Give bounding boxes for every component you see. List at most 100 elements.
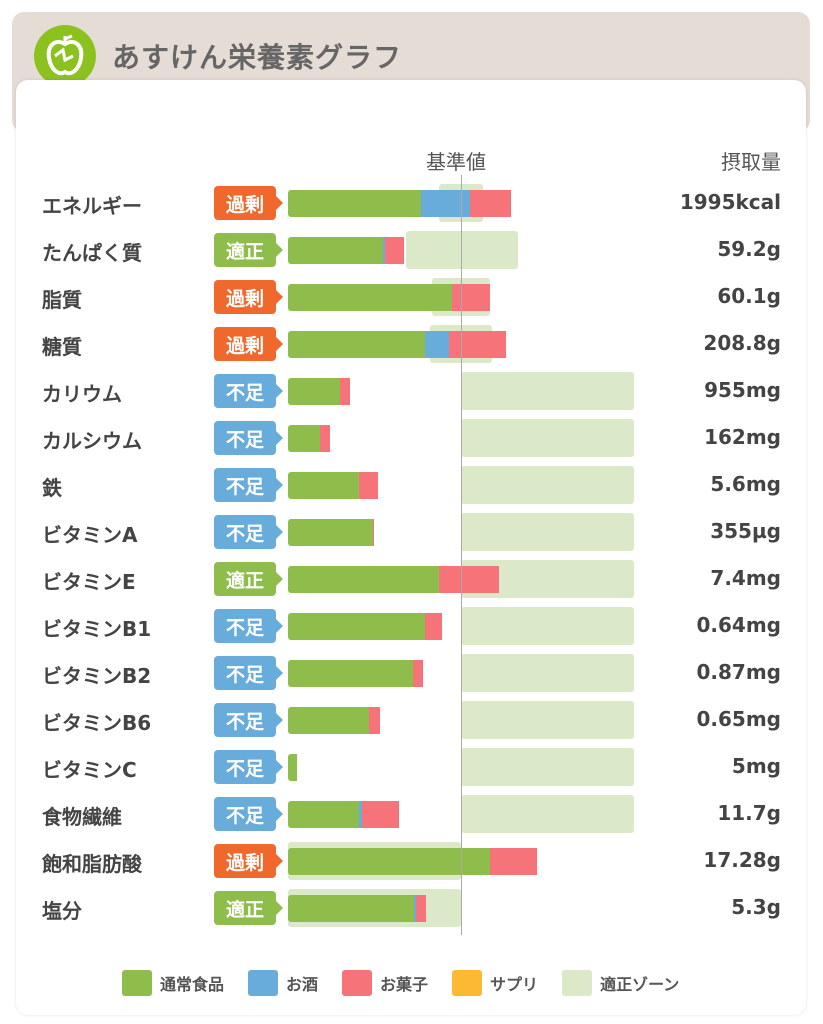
legend-label: サプリ (490, 975, 539, 994)
reference-header: 基準値 (426, 150, 486, 174)
legend-label: お酒 (286, 975, 319, 994)
intake-value: 355µg (710, 519, 781, 543)
nutrient-row[interactable]: ビタミンB2 不足 0.87mg (0, 650, 823, 697)
nutrient-row[interactable]: ビタミンA 不足 355µg (0, 509, 823, 556)
nutrient-row[interactable]: 脂質 過剰 60.1g (0, 274, 823, 321)
status-badge: 不足 (214, 609, 283, 643)
alcohol-segment (424, 331, 449, 358)
food-segment (288, 801, 359, 828)
food-segment (288, 707, 370, 734)
nutrient-name: カリウム (42, 382, 122, 406)
nutrient-name: ビタミンB6 (42, 711, 152, 735)
sweets-segment (416, 895, 427, 922)
nutrient-row[interactable]: ビタミンE 適正 7.4mg (0, 556, 823, 603)
food-segment (288, 660, 413, 687)
nutrient-row[interactable]: カリウム 不足 955mg (0, 368, 823, 415)
sweets-segment (448, 331, 506, 358)
food-segment (288, 425, 320, 452)
status-badge: 不足 (214, 515, 283, 549)
nutrient-row[interactable]: ビタミンB1 不足 0.64mg (0, 603, 823, 650)
optimal-zone (461, 748, 634, 786)
status-badge: 過剰 (214, 186, 283, 220)
legend: 通常食品 お酒 お菓子 サプリ 適正ゾーン (122, 970, 689, 996)
optimal-zone (461, 607, 634, 645)
sweets-segment (320, 425, 331, 452)
nutrient-name: ビタミンB2 (42, 664, 152, 688)
sweets-segment (438, 566, 500, 593)
sweets-segment (424, 613, 442, 640)
alcohol-segment (383, 237, 385, 264)
alcohol-segment (358, 801, 363, 828)
nutrient-name: カルシウム (42, 429, 142, 453)
status-badge: 不足 (214, 797, 283, 831)
sweets-segment (339, 378, 351, 405)
sweets-segment (490, 848, 538, 875)
nutrient-row[interactable]: ビタミンB6 不足 0.65mg (0, 697, 823, 744)
intake-header: 摂取量 (721, 150, 781, 174)
nutrient-name: ビタミンC (42, 758, 137, 782)
status-badge: 不足 (214, 750, 283, 784)
food-segment (288, 519, 373, 546)
status-badge: 不足 (214, 656, 283, 690)
nutrient-name: 鉄 (42, 476, 62, 500)
nutrient-row[interactable]: 飽和脂肪酸 過剰 17.28g (0, 838, 823, 885)
intake-value: 17.28g (703, 848, 781, 872)
intake-value: 59.2g (717, 237, 781, 261)
nutrient-name: 糖質 (42, 335, 82, 359)
sweets-segment (372, 519, 375, 546)
sweets-segment (358, 472, 378, 499)
legend-item: お菓子 (342, 970, 428, 996)
reference-line (461, 175, 462, 935)
status-badge: 不足 (214, 421, 283, 455)
nutrient-name: 塩分 (42, 899, 82, 923)
intake-value: 0.87mg (696, 660, 781, 684)
nutrient-row[interactable]: エネルギー 過剰 1995kcal (0, 180, 823, 227)
status-badge: 適正 (214, 233, 283, 267)
nutrient-row[interactable]: 食物繊維 不足 11.7g (0, 791, 823, 838)
page-title: あすけん栄養素グラフ (112, 41, 403, 74)
sweets-segment (384, 237, 404, 264)
legend-item: サプリ (452, 970, 538, 996)
status-badge: 不足 (214, 374, 283, 408)
legend-swatch (452, 970, 483, 996)
status-badge: 過剰 (214, 280, 283, 314)
status-badge: 不足 (214, 703, 283, 737)
optimal-zone (461, 701, 634, 739)
intake-value: 5.6mg (710, 472, 781, 496)
nutrient-name: 飽和脂肪酸 (42, 852, 142, 876)
intake-value: 1995kcal (679, 190, 781, 214)
food-segment (288, 284, 453, 311)
nutrient-row[interactable]: 鉄 不足 5.6mg (0, 462, 823, 509)
nutrient-row[interactable]: たんぱく質 適正 59.2g (0, 227, 823, 274)
food-segment (288, 754, 297, 781)
status-badge: 過剰 (214, 327, 283, 361)
legend-label: 通常食品 (160, 975, 225, 994)
intake-value: 0.65mg (696, 707, 781, 731)
optimal-zone (461, 654, 634, 692)
intake-value: 955mg (704, 378, 781, 402)
nutrient-row[interactable]: 糖質 過剰 208.8g (0, 321, 823, 368)
nutrient-row[interactable]: カルシウム 不足 162mg (0, 415, 823, 462)
food-segment (288, 566, 439, 593)
legend-swatch (248, 970, 279, 996)
nutrient-name: エネルギー (42, 194, 142, 218)
intake-value: 162mg (704, 425, 781, 449)
food-segment (288, 190, 422, 217)
legend-item: 通常食品 (122, 970, 224, 996)
nutrient-name: たんぱく質 (42, 241, 142, 265)
optimal-zone (461, 795, 634, 833)
legend-swatch (562, 970, 593, 996)
apple-logo-icon (34, 25, 96, 87)
food-segment (288, 237, 384, 264)
food-segment (288, 895, 415, 922)
legend-label: 適正ゾーン (600, 975, 680, 994)
intake-value: 60.1g (717, 284, 781, 308)
sweets-segment (362, 801, 399, 828)
nutrient-name: ビタミンA (42, 523, 138, 547)
sweets-segment (369, 707, 380, 734)
nutrient-row[interactable]: 塩分 適正 5.3g (0, 885, 823, 932)
alcohol-segment (421, 190, 470, 217)
nutrient-name: 食物繊維 (42, 805, 122, 829)
legend-swatch (342, 970, 373, 996)
nutrient-row[interactable]: ビタミンC 不足 5mg (0, 744, 823, 791)
